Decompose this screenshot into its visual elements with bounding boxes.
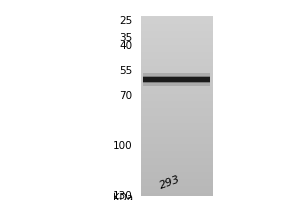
Text: 293: 293 xyxy=(158,174,182,191)
Text: 40: 40 xyxy=(120,41,133,51)
Text: KDa: KDa xyxy=(113,193,133,200)
Text: 130: 130 xyxy=(113,191,133,200)
Bar xyxy=(143,76,211,83)
Bar xyxy=(143,77,211,82)
Text: 25: 25 xyxy=(119,16,133,26)
Text: 35: 35 xyxy=(119,33,133,43)
Text: 100: 100 xyxy=(113,141,133,151)
Text: 70: 70 xyxy=(120,91,133,101)
Bar xyxy=(143,73,211,86)
Text: 55: 55 xyxy=(119,66,133,76)
